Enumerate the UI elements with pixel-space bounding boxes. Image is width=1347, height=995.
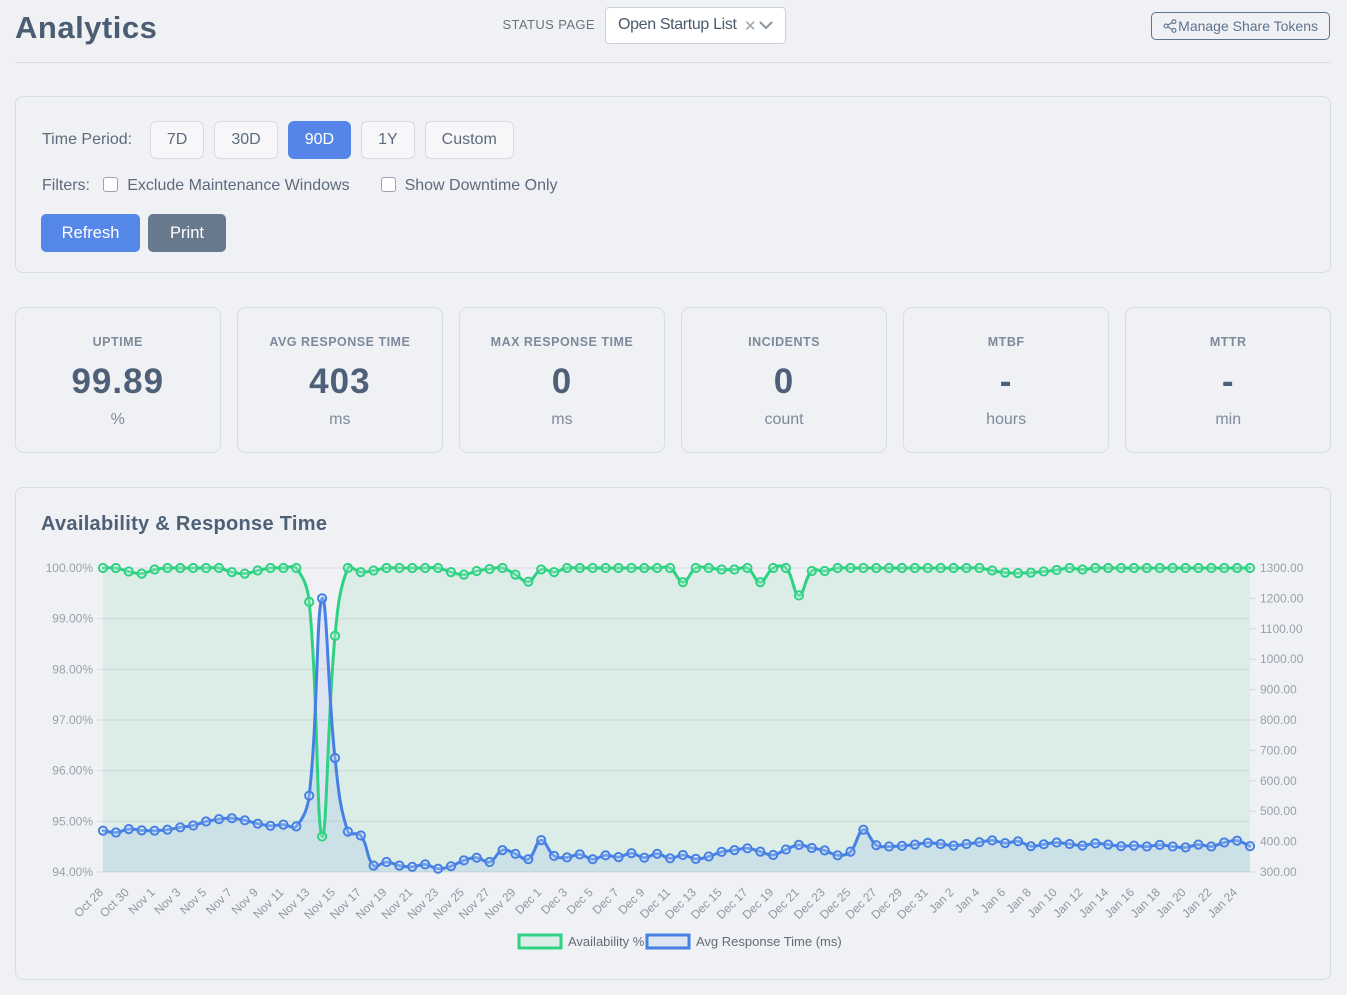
svg-text:1300.00: 1300.00 [1260, 561, 1304, 575]
svg-text:98.00%: 98.00% [52, 662, 93, 676]
svg-text:Avg Response Time (ms): Avg Response Time (ms) [696, 934, 842, 949]
svg-text:Oct 30: Oct 30 [97, 885, 132, 920]
svg-text:99.00%: 99.00% [52, 612, 93, 626]
svg-text:Nov 7: Nov 7 [203, 885, 235, 917]
svg-text:95.00%: 95.00% [52, 814, 93, 828]
svg-text:Dec 3: Dec 3 [538, 885, 570, 917]
svg-text:Jan 24: Jan 24 [1205, 885, 1241, 921]
svg-text:Nov 5: Nov 5 [177, 885, 209, 917]
svg-text:Dec 5: Dec 5 [564, 885, 596, 917]
svg-text:1000.00: 1000.00 [1260, 652, 1304, 666]
svg-text:94.00%: 94.00% [52, 865, 93, 879]
svg-text:800.00: 800.00 [1260, 713, 1297, 727]
svg-text:100.00%: 100.00% [46, 561, 94, 575]
svg-text:Dec 7: Dec 7 [590, 885, 622, 917]
svg-text:Jan 6: Jan 6 [978, 885, 1009, 916]
svg-text:Nov 1: Nov 1 [126, 885, 158, 917]
svg-text:Jan 4: Jan 4 [952, 885, 983, 916]
svg-text:1200.00: 1200.00 [1260, 591, 1304, 605]
svg-text:Dec 1: Dec 1 [512, 885, 544, 917]
svg-text:Jan 2: Jan 2 [926, 885, 957, 916]
svg-text:500.00: 500.00 [1260, 804, 1297, 818]
svg-text:300.00: 300.00 [1260, 865, 1297, 879]
svg-text:400.00: 400.00 [1260, 835, 1297, 849]
svg-text:Availability %: Availability % [568, 934, 645, 949]
svg-text:900.00: 900.00 [1260, 683, 1297, 697]
svg-text:600.00: 600.00 [1260, 774, 1297, 788]
svg-text:700.00: 700.00 [1260, 743, 1297, 757]
svg-text:96.00%: 96.00% [52, 764, 93, 778]
svg-text:1100.00: 1100.00 [1260, 622, 1303, 636]
svg-text:Nov 3: Nov 3 [151, 885, 183, 917]
svg-text:97.00%: 97.00% [52, 713, 93, 727]
